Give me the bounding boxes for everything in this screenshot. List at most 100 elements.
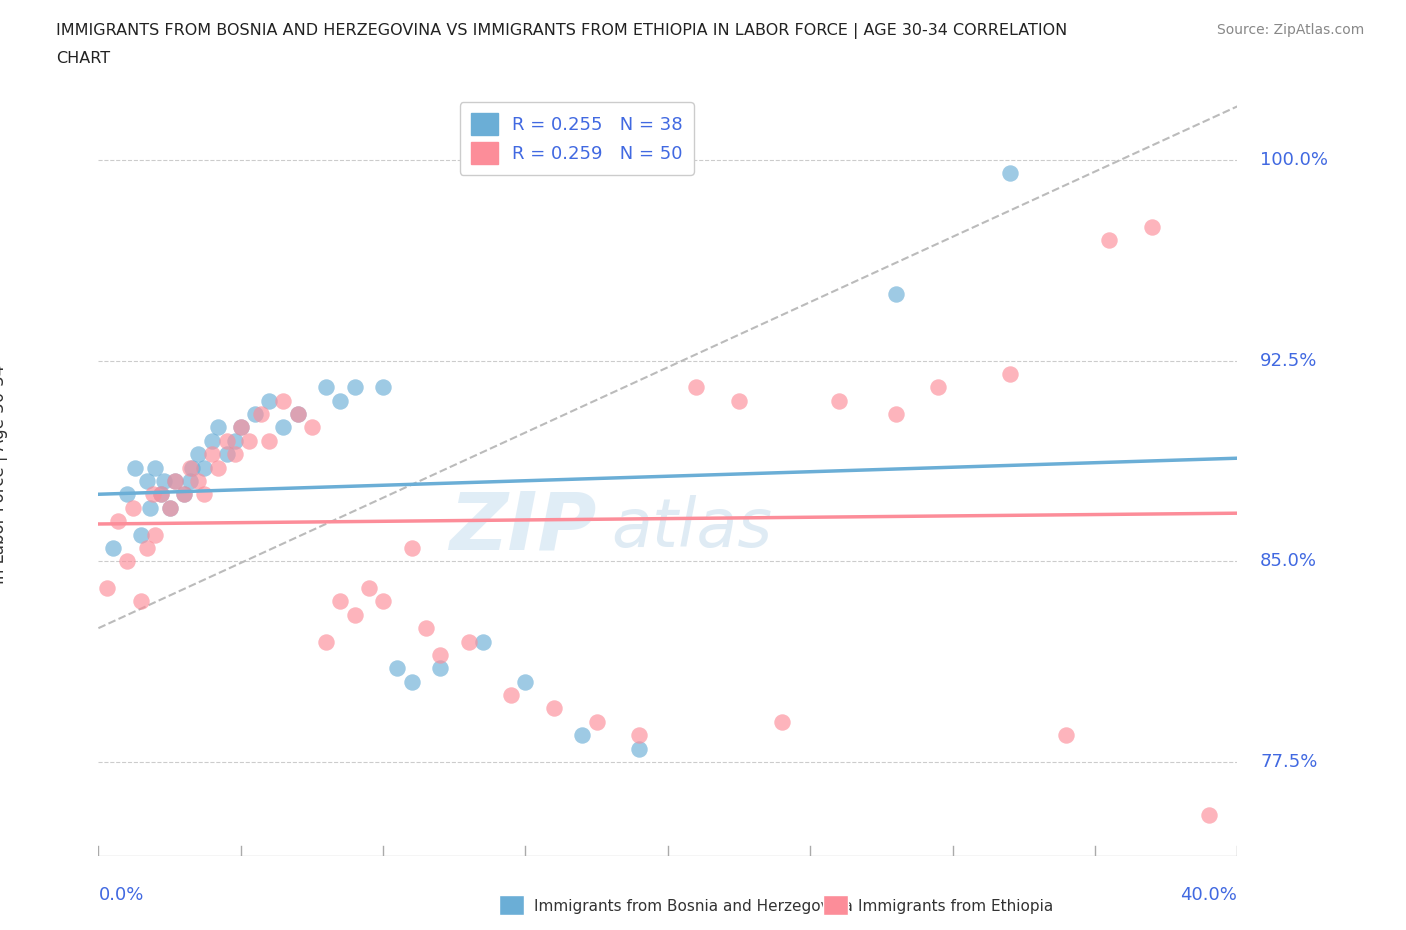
Point [145, 460, 167, 475]
Legend: R = 0.255   N = 38, R = 0.259   N = 50: R = 0.255 N = 38, R = 0.259 N = 50 [460, 102, 693, 175]
Point [315, 634, 337, 649]
Point [201, 446, 224, 461]
Point [415, 620, 437, 635]
Point [628, 741, 651, 756]
Point [124, 460, 146, 475]
Point [515, 674, 537, 689]
Point [129, 527, 152, 542]
Text: Immigrants from Bosnia and Herzegovina: Immigrants from Bosnia and Herzegovina [534, 899, 853, 914]
Point [1098, 232, 1121, 247]
Point [165, 473, 187, 488]
Point [201, 433, 224, 448]
Point [224, 433, 246, 448]
Point [371, 594, 394, 609]
Point [429, 661, 451, 676]
Point [238, 433, 260, 448]
Point [207, 420, 229, 435]
Point [998, 366, 1021, 381]
Text: 77.5%: 77.5% [1260, 753, 1317, 771]
Text: 0.0%: 0.0% [98, 886, 143, 904]
Point [181, 460, 204, 475]
Point [301, 420, 323, 435]
Point [501, 687, 523, 702]
Point [224, 446, 246, 461]
Point [329, 594, 352, 609]
Point [401, 674, 423, 689]
Point [387, 661, 409, 676]
Point [193, 460, 215, 475]
Text: 100.0%: 100.0% [1260, 151, 1329, 169]
Point [115, 554, 138, 569]
Point [229, 420, 252, 435]
Text: Immigrants from Ethiopia: Immigrants from Ethiopia [858, 899, 1053, 914]
Point [828, 393, 851, 408]
Point [179, 460, 201, 475]
Point [543, 701, 565, 716]
Point [101, 540, 124, 555]
Point [129, 594, 152, 609]
Point [215, 433, 238, 448]
Point [207, 460, 229, 475]
Point [150, 487, 173, 502]
Point [273, 393, 295, 408]
Point [343, 379, 366, 394]
Point [884, 406, 907, 421]
Point [145, 527, 167, 542]
Point [401, 540, 423, 555]
Point [685, 379, 707, 394]
Point [571, 728, 593, 743]
Point [173, 487, 195, 502]
Point [315, 379, 337, 394]
Point [135, 540, 157, 555]
Point [998, 166, 1021, 180]
Point [343, 607, 366, 622]
Point [628, 728, 651, 743]
Point [173, 487, 195, 502]
Point [193, 487, 215, 502]
Point [150, 487, 173, 502]
Point [165, 473, 187, 488]
Text: atlas: atlas [612, 495, 772, 561]
Point [259, 433, 281, 448]
Point [357, 580, 380, 595]
Point [229, 420, 252, 435]
Point [243, 406, 266, 421]
Point [179, 473, 201, 488]
Point [138, 500, 160, 515]
Point [287, 406, 309, 421]
Point [115, 487, 138, 502]
Point [1198, 808, 1220, 823]
Point [159, 500, 181, 515]
Point [107, 513, 129, 528]
Point [187, 446, 209, 461]
Text: ZIP: ZIP [450, 489, 596, 566]
Point [135, 473, 157, 488]
Point [259, 393, 281, 408]
Point [249, 406, 271, 421]
Text: In Labor Force | Age 30-34: In Labor Force | Age 30-34 [0, 365, 8, 584]
Point [1140, 219, 1163, 234]
Text: CHART: CHART [56, 51, 110, 66]
Point [273, 420, 295, 435]
Point [1056, 728, 1078, 743]
Point [187, 473, 209, 488]
Text: 85.0%: 85.0% [1260, 552, 1317, 570]
Point [884, 286, 907, 301]
Point [287, 406, 309, 421]
Point [471, 634, 494, 649]
Point [429, 647, 451, 662]
Point [141, 487, 163, 502]
Text: IMMIGRANTS FROM BOSNIA AND HERZEGOVINA VS IMMIGRANTS FROM ETHIOPIA IN LABOR FORC: IMMIGRANTS FROM BOSNIA AND HERZEGOVINA V… [56, 23, 1067, 39]
Text: 92.5%: 92.5% [1260, 352, 1317, 369]
Point [215, 446, 238, 461]
Text: Source: ZipAtlas.com: Source: ZipAtlas.com [1216, 23, 1364, 37]
Text: 40.0%: 40.0% [1181, 886, 1237, 904]
Point [770, 714, 793, 729]
Point [159, 500, 181, 515]
Point [728, 393, 751, 408]
Point [121, 500, 143, 515]
Point [371, 379, 394, 394]
Point [96, 580, 118, 595]
Point [457, 634, 479, 649]
Point [927, 379, 949, 394]
